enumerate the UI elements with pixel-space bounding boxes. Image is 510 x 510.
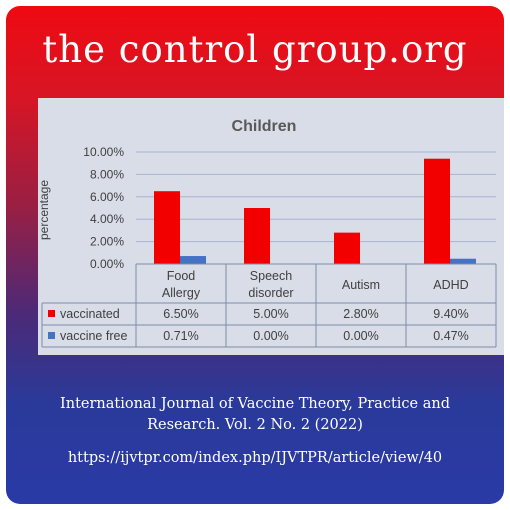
bar-vaccinated <box>334 232 360 264</box>
bar-vaccine-free <box>180 256 206 264</box>
data-label: 9.40% <box>433 307 468 321</box>
bar-vaccine-free <box>450 258 476 264</box>
data-label: 0.00% <box>253 329 288 343</box>
y-axis-label: percentage <box>38 180 51 240</box>
y-tick-label: 2.00% <box>90 235 124 249</box>
y-tick-label: 4.00% <box>90 212 124 226</box>
x-tick-label: ADHD <box>433 278 468 292</box>
data-label: 5.00% <box>253 307 288 321</box>
citation-url[interactable]: https://ijvtpr.com/index.php/IJVTPR/arti… <box>67 450 443 466</box>
citation-line-2: Research. Vol. 2 No. 2 (2022) <box>147 417 363 433</box>
y-tick-label: 10.00% <box>83 145 124 159</box>
data-label: 6.50% <box>163 307 198 321</box>
legend-swatch <box>48 332 55 339</box>
poster-card: the control group.org Children percentage… <box>6 6 504 504</box>
brand-title: the control group.org <box>42 28 468 71</box>
x-tick-label: disorder <box>248 286 293 300</box>
chart-title: Children <box>232 118 297 135</box>
data-label: 0.47% <box>433 329 468 343</box>
data-label: 2.80% <box>343 307 378 321</box>
bar-vaccinated <box>154 191 180 264</box>
data-label: 0.71% <box>163 329 198 343</box>
bar-vaccinated <box>244 208 270 264</box>
legend-swatch <box>48 310 55 317</box>
bar-chart: Children percentage 0.00% 2.00% 4.00% 6.00% 8.… <box>38 118 497 348</box>
x-tick-label: Allergy <box>162 286 201 300</box>
y-tick-label: 6.00% <box>90 190 124 204</box>
legend-label: vaccine free <box>60 329 127 343</box>
x-tick-label: Food <box>167 269 196 283</box>
y-tick-label: 8.00% <box>90 167 124 181</box>
citation-line-1: International Journal of Vaccine Theory,… <box>60 396 450 412</box>
x-tick-label: Autism <box>342 278 380 292</box>
legend-label: vaccinated <box>60 307 120 321</box>
bar-vaccinated <box>424 158 450 264</box>
y-tick-label: 0.00% <box>90 257 124 271</box>
data-label: 0.00% <box>343 329 378 343</box>
chart-panel: Children percentage 0.00% 2.00% 4.00% 6.00% 8.… <box>38 98 504 355</box>
x-tick-label: Speech <box>250 269 292 283</box>
